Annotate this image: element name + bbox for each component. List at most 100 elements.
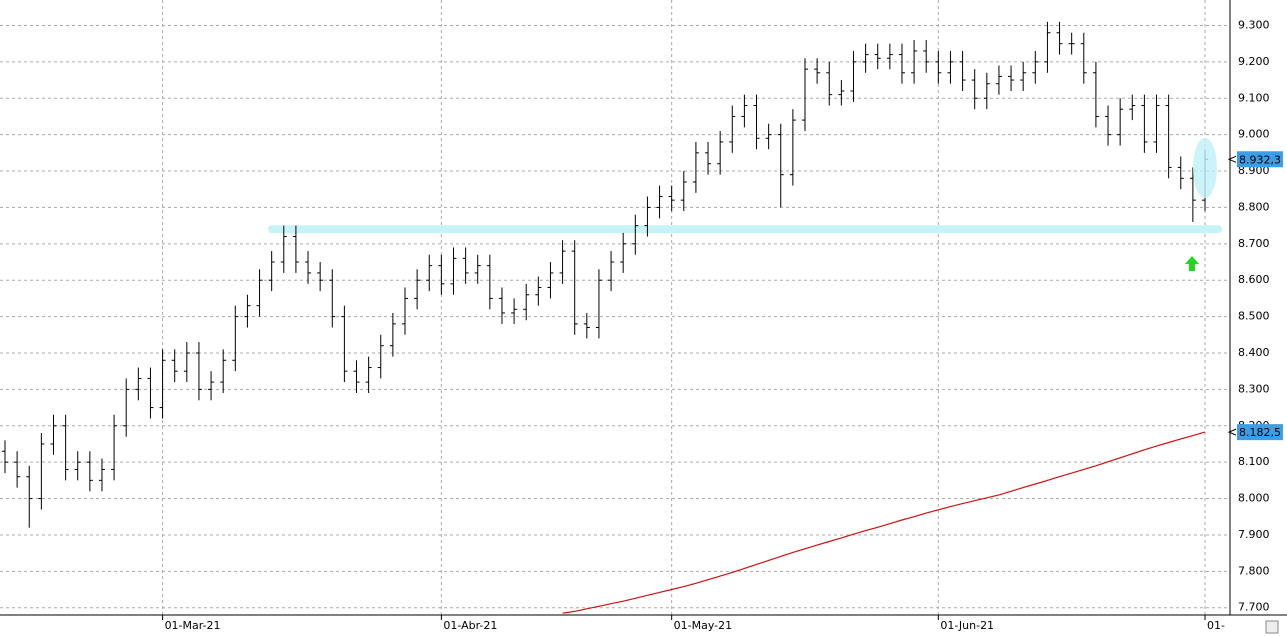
ohlc-bar	[886, 43, 893, 70]
ohlc-bar	[244, 294, 251, 328]
x-tick-label: 01-	[1207, 619, 1225, 632]
y-tick-label: 8.800	[1238, 200, 1270, 213]
ohlc-bar	[74, 451, 81, 481]
ohlc-bar	[729, 105, 736, 153]
ohlc-bar	[814, 58, 821, 84]
price-tag-label: 8.932,3	[1239, 153, 1281, 166]
ohlc-bar	[1189, 167, 1196, 222]
y-tick-label: 8.300	[1238, 382, 1270, 395]
ohlc-bar	[123, 378, 130, 437]
ohlc-bar	[535, 276, 542, 306]
y-tick-label: 8.400	[1238, 346, 1270, 359]
y-tick-label: 7.900	[1238, 528, 1270, 541]
ohlc-bar	[898, 43, 905, 84]
ohlc-bar	[98, 458, 105, 492]
ohlc-bar	[583, 312, 590, 339]
ohlc-bar	[208, 371, 215, 401]
ohlc-bar	[1068, 32, 1075, 55]
ohlc-bar	[971, 69, 978, 110]
x-tick-label: 01-May-21	[674, 619, 732, 632]
ohlc-bar	[183, 342, 190, 383]
price-pointer	[1227, 155, 1237, 163]
ohlc-bar	[135, 367, 142, 401]
ohlc-bar	[14, 451, 21, 488]
price-tag-label: 8.182,5	[1239, 426, 1281, 439]
ohlc-bar	[111, 414, 118, 481]
y-tick-label: 8.700	[1238, 237, 1270, 250]
ohlc-bar	[850, 50, 857, 102]
ohlc-bar	[1020, 61, 1027, 91]
ohlc-bar	[38, 433, 45, 510]
y-tick-label: 8.500	[1238, 310, 1270, 323]
ohlc-bar	[159, 349, 166, 419]
price-tag	[1237, 151, 1283, 168]
ohlc-bar	[1105, 105, 1112, 146]
icon[interactable]	[1265, 620, 1279, 634]
ohlc-bar	[402, 287, 408, 335]
y-tick-label: 8.900	[1238, 164, 1270, 177]
moving-average	[562, 431, 1206, 614]
ohlc-bar	[462, 247, 469, 284]
ohlc-bar	[717, 131, 724, 175]
ohlc-bar	[1032, 50, 1039, 84]
ohlc-bar	[1153, 94, 1160, 153]
price-tag	[1237, 424, 1283, 441]
ohlc-bar	[874, 43, 881, 70]
ohlc-bar	[1056, 21, 1063, 55]
ohlc-bar	[280, 225, 287, 273]
ohlc-bar	[523, 283, 530, 321]
ohlc-bar	[862, 43, 869, 73]
ohlc-bar	[935, 50, 942, 84]
ohlc-bar	[486, 254, 493, 310]
ohlc-bar	[656, 185, 663, 219]
ohlc-bar	[777, 123, 784, 208]
ohlc-bar	[220, 349, 227, 394]
ohlc-bar	[1129, 94, 1136, 121]
ohlc-bar	[571, 240, 578, 335]
ohlc-bar	[438, 254, 445, 295]
ohlc-bar	[341, 305, 348, 383]
ohlc-bar	[983, 72, 990, 110]
ohlc-bar	[705, 141, 712, 175]
ohlc-bar	[2, 440, 8, 474]
ohlc-bar	[1165, 94, 1172, 179]
ohlc-bar	[62, 414, 69, 481]
ohlc-bar	[329, 269, 336, 328]
ohlc-bar	[50, 414, 57, 455]
ohlc-bar	[632, 214, 639, 255]
ohlc-bar	[1141, 94, 1148, 153]
ohlc-bar	[947, 50, 954, 84]
ohlc-bar	[1117, 98, 1124, 146]
y-tick-label: 9.100	[1238, 91, 1270, 104]
ohlc-bar	[268, 251, 275, 292]
ohlc-bar	[147, 367, 154, 419]
ohlc-bar	[86, 451, 93, 492]
ohlc-bar	[1092, 61, 1099, 128]
ohlc-bar	[692, 141, 699, 193]
ohlc-bar	[305, 251, 312, 284]
ohlc-bar	[838, 80, 845, 106]
ohlc-bar	[959, 50, 966, 91]
ohlc-bar	[595, 269, 602, 339]
ohlc-bar	[644, 196, 651, 237]
ohlc-bar	[789, 109, 796, 186]
ohlc-bar	[1044, 21, 1051, 73]
ohlc-bar	[680, 171, 687, 212]
x-tick-label: 01-Abr-21	[443, 619, 497, 632]
ohlc-bar	[559, 240, 566, 284]
ohlc-bar	[292, 225, 299, 273]
ohlc-bar	[1008, 65, 1015, 91]
ohlc-bar	[547, 262, 554, 299]
y-tick-label: 8.100	[1238, 455, 1270, 468]
x-tick-label: 01-Jun-21	[940, 619, 994, 632]
price-pointer	[1227, 428, 1237, 436]
ohlc-bar	[668, 185, 675, 212]
x-tick-label: 01-Mar-21	[165, 619, 221, 632]
y-tick-label: 9.000	[1238, 128, 1270, 141]
ohlc-bar	[414, 269, 421, 310]
ohlc-bar	[498, 287, 505, 324]
ohlc-bar	[1080, 32, 1087, 84]
y-tick-label: 7.700	[1238, 601, 1270, 614]
ohlc-bar	[256, 269, 263, 317]
